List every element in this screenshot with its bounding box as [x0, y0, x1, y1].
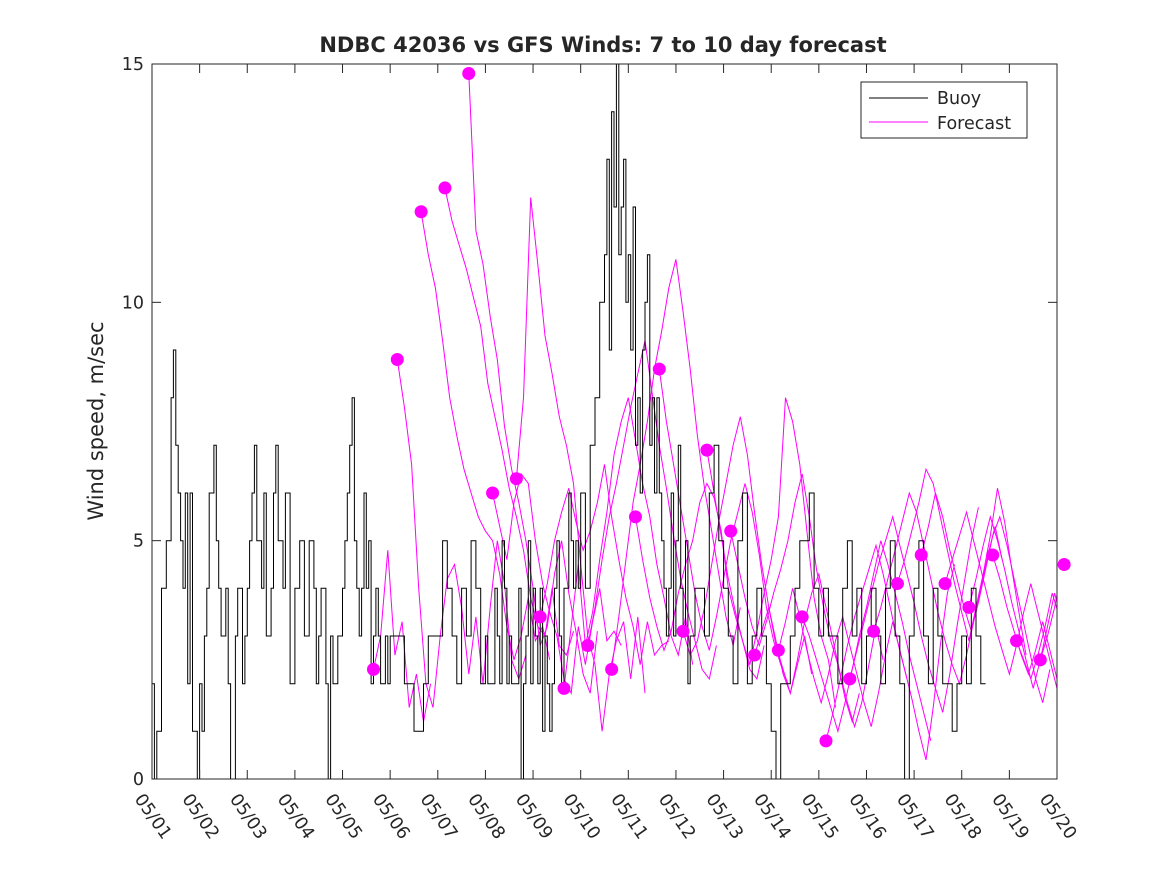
forecast-start-marker — [890, 577, 904, 591]
forecast-start-marker — [628, 510, 642, 524]
forecast-line — [706, 397, 836, 708]
legend: Buoy Forecast — [860, 81, 1028, 139]
forecast-start-marker — [486, 486, 500, 500]
forecast-start-marker — [771, 643, 785, 657]
forecast-start-marker — [676, 624, 690, 638]
legend-box — [860, 81, 1028, 139]
buoy-line — [152, 64, 986, 779]
forecast-line — [587, 340, 717, 681]
forecast-line — [825, 543, 956, 761]
forecast-line — [754, 572, 884, 729]
y-tick-label: 5 — [133, 532, 144, 552]
y-axis: 0 5 10 15 — [122, 55, 1057, 790]
y-tick-label: 15 — [122, 55, 144, 75]
forecast-start-marker — [1033, 653, 1047, 667]
forecast-line — [1039, 592, 1057, 660]
forecast-line — [944, 510, 1057, 691]
forecast-start-marker — [1010, 634, 1024, 648]
y-tick-label: 0 — [133, 770, 144, 790]
forecast-line — [373, 550, 432, 722]
forecast-start-markers — [366, 67, 1071, 748]
forecast-start-marker — [914, 548, 928, 562]
forecast-start-marker — [1057, 558, 1071, 571]
forecast-line — [968, 514, 1057, 689]
axes-box — [151, 63, 1058, 780]
forecast-start-marker — [843, 672, 857, 686]
forecast-line — [492, 472, 622, 695]
forecast-start-marker — [938, 577, 952, 591]
y-tick-label: 10 — [122, 293, 144, 313]
forecast-start-marker — [414, 205, 428, 219]
forecast-line — [1016, 592, 1057, 681]
forecast-line — [896, 467, 1027, 656]
forecast-start-marker — [366, 662, 380, 676]
forecast-start-marker — [724, 524, 738, 538]
forecast-line — [992, 554, 1057, 680]
forecast-start-marker — [867, 624, 881, 638]
forecast-start-marker — [438, 181, 452, 195]
forecast-start-marker — [748, 648, 762, 662]
forecast-start-marker — [795, 610, 809, 624]
legend-forecast-label: Forecast — [937, 114, 1011, 134]
forecast-line — [611, 259, 741, 670]
forecast-start-marker — [700, 443, 714, 457]
forecast-start-marker — [533, 610, 547, 624]
forecast-start-marker — [652, 362, 666, 376]
forecast-start-marker — [581, 639, 595, 653]
chart-title: NDBC 42036 vs GFS Winds: 7 to 10 day for… — [319, 33, 886, 57]
forecast-start-marker — [462, 67, 476, 81]
buoy-series — [152, 64, 986, 779]
forecast-start-marker — [605, 662, 619, 676]
plot-area — [152, 64, 1071, 779]
forecast-start-marker — [509, 472, 523, 486]
forecast-start-marker — [962, 600, 976, 614]
forecast-line — [539, 464, 670, 665]
legend-buoy-label: Buoy — [937, 89, 981, 109]
y-axis-label: Wind speed, m/sec — [84, 321, 108, 520]
forecast-start-marker — [557, 681, 571, 695]
forecast-start-marker — [390, 353, 404, 367]
forecast-start-marker — [986, 548, 1000, 562]
forecast-start-marker — [819, 734, 833, 748]
forecast-line — [920, 492, 1051, 703]
